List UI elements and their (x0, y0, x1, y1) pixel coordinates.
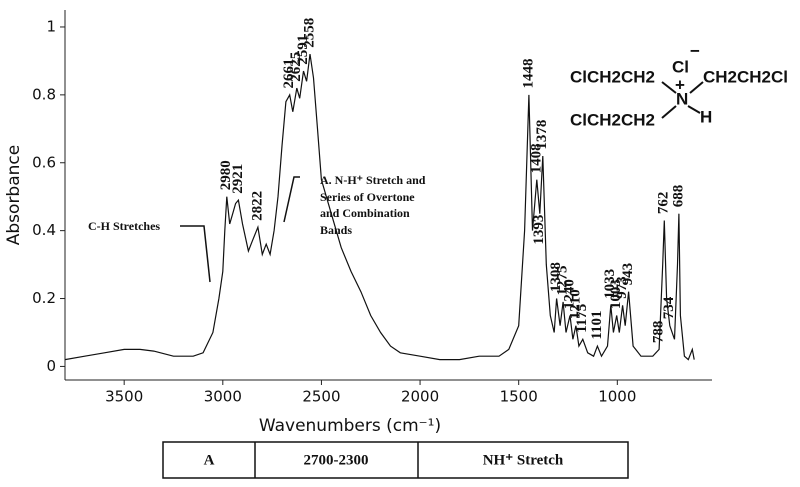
y-tick-label: 1 (46, 17, 56, 35)
peak-label: 1240 (561, 279, 577, 309)
table: A 2700-2300 NH⁺ Stretch (162, 441, 629, 479)
x-tick-label: 2500 (302, 388, 340, 406)
peak-label: 2661 (281, 58, 297, 88)
annotation-pointer (180, 225, 211, 283)
peak-label: 2591 (295, 35, 311, 65)
peak-label: 1448 (520, 58, 536, 88)
peak-label: 2980 (218, 160, 234, 190)
annotation: and Combination (320, 206, 410, 220)
table-cell: A (204, 452, 215, 468)
structure-text: Cl (672, 57, 689, 76)
spectrum-line (64, 54, 695, 361)
peak-label: 2625 (288, 52, 304, 82)
y-tick-label: 0 (46, 357, 56, 375)
peak-label: 2558 (301, 18, 317, 48)
bond (661, 105, 677, 119)
peak-label: 688 (670, 185, 686, 208)
structure-text: N (676, 89, 688, 108)
table-border (162, 441, 629, 479)
peak-label: 1378 (534, 120, 550, 150)
bond (687, 105, 701, 114)
structure-text: − (690, 41, 700, 60)
annotation: A. N-H⁺ Stretch and (320, 173, 426, 187)
peak-label: 2921 (230, 164, 246, 194)
x-tick-label: 1500 (500, 388, 538, 406)
peak-label: 973 (614, 276, 630, 299)
peak-label: 1408 (528, 143, 544, 173)
peak-label: 734 (661, 296, 677, 319)
peak-label: 943 (620, 263, 636, 286)
peak-label: 1393 (531, 215, 547, 245)
y-axis-label: Absorbance (4, 145, 24, 245)
structure: ClCH2CH2 Cl − CH2CH2Cl N + H ClCH2CH2 (570, 41, 788, 129)
peak-label: 1308 (548, 262, 564, 292)
y-tick-label: 0.8 (32, 85, 56, 103)
annotation: Series of Overtone (320, 190, 415, 204)
table-cell: 2700-2300 (304, 452, 369, 468)
y-tick-label: 0.4 (32, 221, 56, 239)
structure-text: H (700, 107, 712, 126)
structure-text: ClCH2CH2 (570, 67, 655, 86)
x-tick-label: 1000 (598, 388, 636, 406)
x-tick-label: 3500 (105, 388, 143, 406)
y-tick-label: 0.2 (32, 289, 56, 307)
bond (689, 81, 704, 94)
structure-text: ClCH2CH2 (570, 110, 655, 129)
peak-label: 1003 (608, 279, 624, 309)
x-tick-label: 2000 (401, 388, 439, 406)
x-tick-label: 3000 (204, 388, 242, 406)
peak-label: 762 (656, 192, 672, 215)
x-axis-label: Wavenumbers (cm⁻¹) (259, 416, 441, 436)
annotation-pointer (283, 176, 300, 223)
table-cell: NH⁺ Stretch (483, 452, 564, 468)
peak-label: 2822 (249, 191, 265, 221)
peak-label: 1101 (589, 310, 605, 339)
y-tick-label: 0.6 (32, 153, 56, 171)
peak-label: 1033 (602, 269, 618, 299)
annotation: C-H Stretches (88, 219, 160, 233)
structure-text: CH2CH2Cl (703, 67, 788, 86)
peak-label: 1275 (555, 266, 571, 296)
peak-label: 788 (651, 321, 667, 344)
peak-label: 1210 (567, 289, 583, 319)
peak-label: 1175 (574, 304, 590, 333)
bond (661, 81, 677, 94)
structure-text: + (675, 75, 685, 94)
